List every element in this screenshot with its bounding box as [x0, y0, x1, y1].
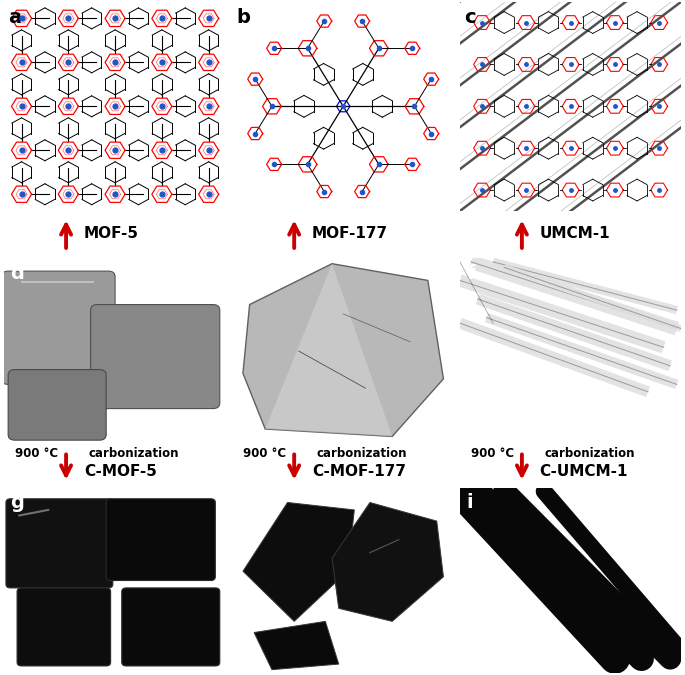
FancyBboxPatch shape — [122, 588, 220, 666]
Text: b: b — [236, 8, 250, 27]
FancyBboxPatch shape — [1, 271, 115, 385]
Text: h: h — [238, 493, 252, 512]
Text: 900 °C: 900 °C — [471, 448, 514, 460]
Text: MOF-5: MOF-5 — [84, 226, 139, 241]
FancyBboxPatch shape — [17, 588, 110, 666]
Text: C-UMCM-1: C-UMCM-1 — [540, 464, 628, 479]
Text: carbonization: carbonization — [316, 448, 407, 460]
FancyBboxPatch shape — [6, 499, 113, 588]
Text: g: g — [10, 493, 24, 512]
Text: 900 °C: 900 °C — [15, 448, 58, 460]
Text: i: i — [466, 493, 473, 512]
Text: 900 °C: 900 °C — [243, 448, 286, 460]
Text: e: e — [238, 264, 252, 283]
FancyBboxPatch shape — [90, 304, 220, 408]
Polygon shape — [243, 264, 443, 437]
Polygon shape — [243, 502, 354, 622]
FancyBboxPatch shape — [106, 499, 215, 580]
Text: UMCM-1: UMCM-1 — [540, 226, 610, 241]
FancyBboxPatch shape — [8, 370, 106, 440]
Text: f: f — [466, 264, 475, 283]
Polygon shape — [332, 502, 443, 622]
Polygon shape — [254, 622, 338, 670]
Text: carbonization: carbonization — [544, 448, 634, 460]
Text: a: a — [8, 8, 21, 27]
Text: MOF-177: MOF-177 — [312, 226, 388, 241]
Text: carbonization: carbonization — [88, 448, 179, 460]
Text: c: c — [464, 8, 476, 27]
Text: d: d — [10, 264, 24, 283]
Text: C-MOF-5: C-MOF-5 — [84, 464, 157, 479]
Text: C-MOF-177: C-MOF-177 — [312, 464, 406, 479]
Polygon shape — [265, 264, 393, 437]
